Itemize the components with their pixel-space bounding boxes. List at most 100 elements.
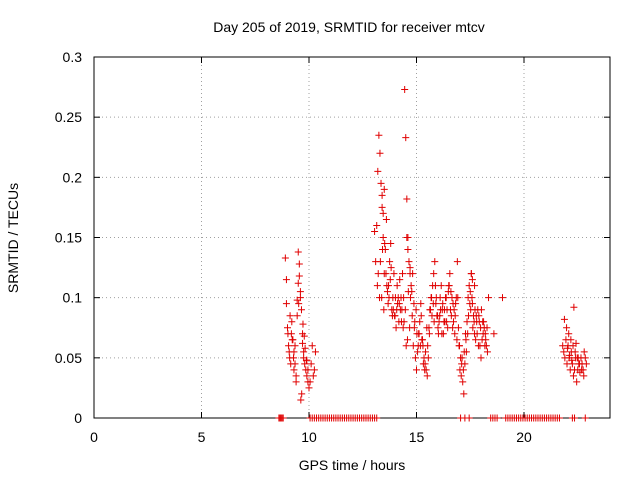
data-point — [295, 300, 303, 308]
data-point — [393, 282, 401, 290]
data-point — [424, 342, 432, 350]
data-point — [467, 270, 475, 278]
data-point — [437, 306, 445, 314]
data-point — [383, 282, 391, 290]
data-point — [434, 324, 442, 332]
data-point — [424, 354, 432, 362]
data-point — [459, 366, 467, 374]
data-point — [308, 342, 316, 350]
data-point — [296, 288, 304, 296]
data-point — [574, 354, 582, 362]
data-point — [447, 312, 455, 320]
data-point — [310, 366, 318, 374]
data-point — [452, 300, 460, 308]
data-point — [465, 312, 473, 320]
data-point — [572, 339, 580, 347]
data-point — [281, 254, 289, 262]
data-point — [466, 300, 474, 308]
data-point — [399, 270, 407, 278]
data-point — [580, 372, 588, 380]
data-point — [414, 348, 422, 356]
data-point — [566, 351, 574, 359]
data-point — [417, 312, 425, 320]
data-point — [387, 264, 395, 272]
data-point — [379, 234, 387, 241]
x-tick-label: 20 — [516, 429, 532, 445]
data-point — [439, 300, 447, 308]
data-point — [413, 366, 420, 374]
data-point — [301, 360, 309, 368]
data-point — [296, 294, 304, 302]
data-point — [408, 312, 416, 320]
data-point — [462, 348, 470, 356]
data-point — [378, 203, 386, 211]
data-point — [560, 348, 568, 356]
data-point — [446, 270, 454, 278]
y-tick-label: 0.2 — [63, 169, 83, 185]
data-point — [581, 354, 589, 362]
data-point — [429, 300, 437, 308]
data-point — [580, 348, 588, 356]
data-point — [453, 258, 461, 266]
data-point — [387, 240, 395, 248]
data-point — [581, 414, 589, 422]
data-point — [290, 354, 298, 362]
data-point — [431, 258, 439, 266]
data-point — [395, 318, 403, 326]
y-tick-label: 0.15 — [55, 230, 82, 246]
data-point — [493, 414, 501, 422]
data-point — [307, 360, 315, 368]
data-point — [291, 342, 299, 350]
data-point — [563, 344, 571, 352]
data-point — [403, 234, 411, 241]
data-point — [406, 324, 414, 332]
data-point — [573, 378, 581, 386]
data-point — [422, 348, 430, 356]
data-point — [419, 360, 427, 368]
data-point — [311, 348, 319, 356]
data-point — [292, 372, 300, 380]
data-point — [380, 185, 388, 193]
data-point — [302, 356, 310, 364]
data-point — [384, 300, 392, 308]
data-point — [373, 282, 381, 290]
data-point — [469, 324, 477, 332]
data-point — [472, 336, 480, 344]
data-point — [402, 342, 410, 350]
data-point — [406, 294, 414, 302]
data-point — [373, 414, 381, 422]
data-point — [569, 372, 577, 380]
y-tick-label: 0.3 — [63, 49, 83, 65]
data-point — [410, 300, 418, 308]
data-point — [297, 396, 305, 404]
data-point — [568, 356, 576, 364]
data-point — [385, 294, 393, 302]
data-point — [282, 276, 290, 284]
data-point — [288, 318, 296, 326]
data-point — [417, 300, 425, 308]
data-point — [463, 318, 471, 326]
data-point — [408, 288, 416, 296]
data-point — [466, 288, 474, 296]
data-point — [582, 360, 590, 368]
data-point — [373, 221, 381, 229]
x-tick-label: 15 — [409, 429, 425, 445]
data-point — [411, 354, 419, 362]
data-point — [578, 366, 586, 374]
data-point — [425, 330, 433, 338]
data-point — [305, 384, 313, 392]
data-point — [293, 312, 301, 320]
data-point — [485, 294, 493, 302]
data-point — [449, 324, 457, 332]
data-point — [455, 342, 463, 350]
data-point — [438, 330, 446, 338]
data-point — [415, 330, 423, 338]
data-point — [297, 306, 305, 314]
data-point — [371, 227, 379, 235]
data-point — [374, 167, 382, 175]
data-point — [560, 315, 568, 323]
data-point — [571, 348, 579, 356]
data-point — [300, 332, 308, 340]
data-point — [399, 324, 407, 332]
data-point — [406, 264, 414, 272]
